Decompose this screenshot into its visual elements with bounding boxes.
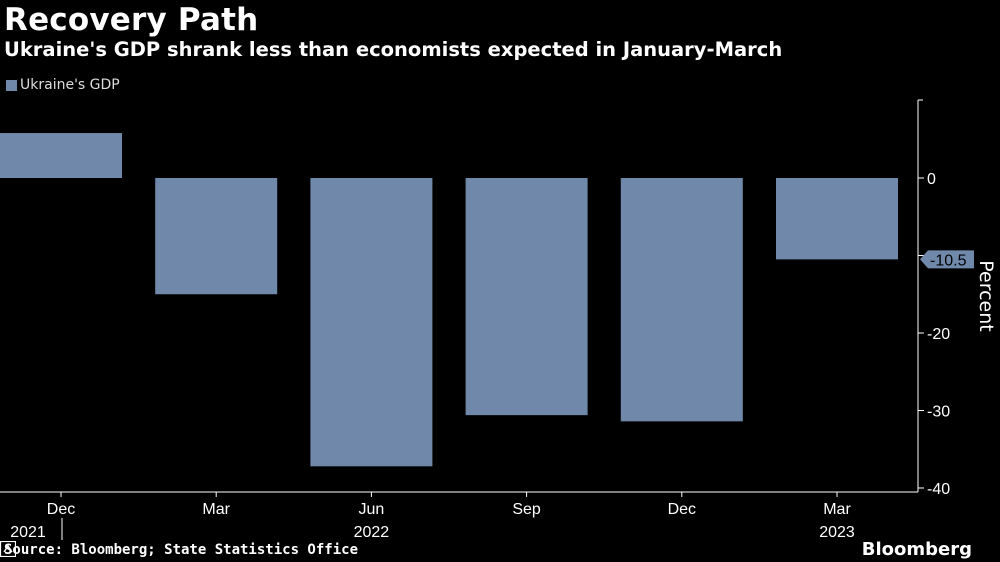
bar-dec-2022 — [620, 178, 743, 422]
y-axis-title: Percent — [975, 260, 997, 332]
legend-label: Ukraine's GDP — [20, 77, 120, 93]
y-tick-label: -40 — [927, 481, 950, 498]
legend-swatch — [6, 79, 17, 91]
chart-title: Recovery Path — [4, 2, 259, 38]
x-year-label: 2022 — [354, 524, 390, 541]
x-year-label: 2021 — [10, 524, 46, 541]
legend: Ukraine's GDP — [6, 77, 120, 93]
x-tick-label: Sep — [512, 501, 541, 518]
y-tick-label: 0 — [927, 171, 936, 188]
source-note: Source: Bloomberg; State Statistics Offi… — [4, 542, 359, 558]
x-year-label: 2023 — [819, 524, 855, 541]
bar-mar-2023 — [776, 178, 898, 260]
x-tick-label: Mar — [202, 501, 230, 518]
x-tick-label: Dec — [668, 501, 696, 518]
y-tick-label: -20 — [927, 326, 950, 343]
x-tick-label: Jun — [359, 501, 385, 518]
bar-dec-2021 — [0, 133, 122, 178]
x-tick-label: Dec — [47, 501, 75, 518]
y-tick-label: -30 — [927, 404, 950, 421]
bar-jun-2022 — [310, 178, 433, 467]
bar-sep-2022 — [465, 178, 588, 416]
annotation-label: -10.5 — [930, 252, 967, 269]
chart-subtitle: Ukraine's GDP shrank less than economist… — [4, 38, 783, 61]
x-tick-label: Mar — [823, 501, 851, 518]
annotation-marker — [920, 250, 974, 269]
bar-mar-2022 — [155, 178, 278, 295]
brand-terminal-icon — [0, 541, 16, 557]
brand-logo: Bloomberg — [861, 539, 972, 560]
